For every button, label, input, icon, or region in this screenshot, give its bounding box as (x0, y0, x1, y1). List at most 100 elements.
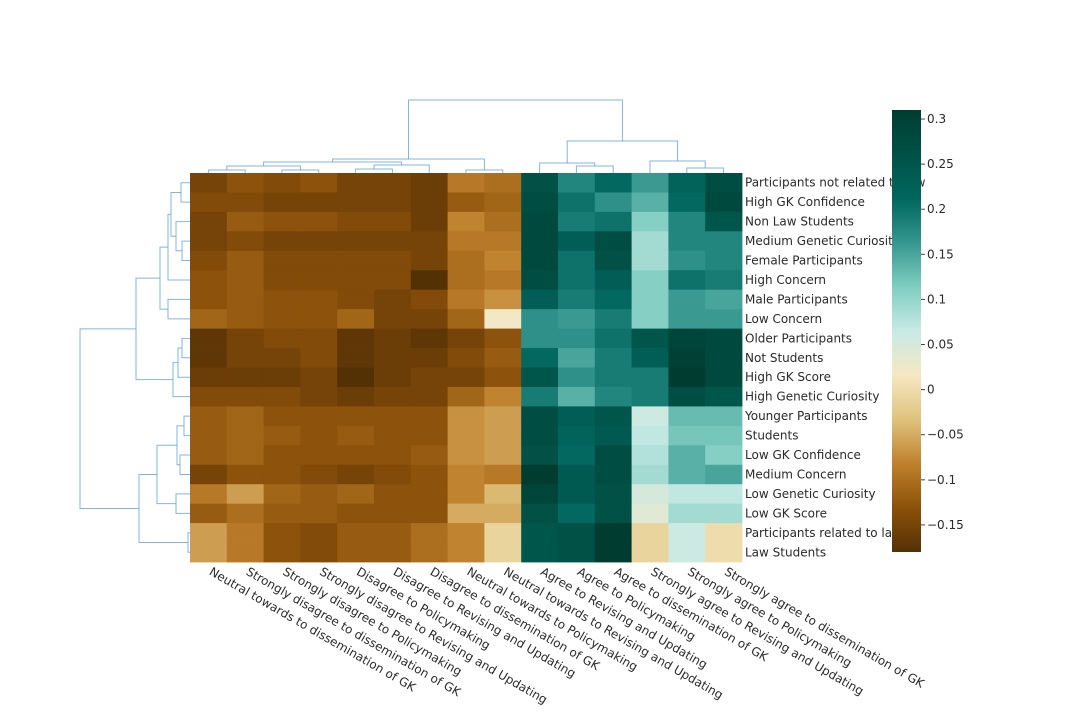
row-label: Law Students (745, 545, 826, 559)
colorbar-tick-label: −0.1 (927, 473, 956, 487)
heatmap-cell (300, 309, 338, 329)
heatmap-cell (668, 503, 706, 524)
heatmap-cell (558, 309, 596, 329)
heatmap-cell (374, 348, 412, 368)
heatmap-cell (447, 367, 485, 388)
heatmap-cell (337, 406, 375, 427)
heatmap-cell (558, 348, 596, 368)
heatmap-cell (374, 464, 412, 485)
heatmap-cell (705, 445, 743, 466)
heatmap-cell (594, 270, 632, 291)
row-label: Non Law Students (745, 215, 854, 229)
heatmap-cell (705, 348, 743, 368)
heatmap-cell (410, 211, 448, 232)
dendrogram-link (465, 169, 504, 173)
heatmap-cell (410, 484, 448, 505)
heatmap-cell (594, 386, 632, 407)
heatmap-cell (263, 523, 301, 543)
heatmap-cell (521, 367, 559, 388)
heatmap-cell (521, 386, 559, 407)
heatmap-cell (631, 309, 669, 329)
heatmap-cell (447, 348, 485, 368)
heatmap-cell (226, 367, 264, 388)
heatmap-cell (631, 445, 669, 466)
dendrogram-link (156, 444, 177, 505)
heatmap-cell (447, 270, 485, 291)
heatmap-cell (337, 270, 375, 291)
heatmap-cell (447, 445, 485, 466)
heatmap-cell (705, 367, 743, 388)
heatmap-cell (226, 270, 264, 291)
heatmap-cell (668, 425, 706, 446)
heatmap-cell (631, 542, 669, 563)
heatmap-cell (668, 309, 706, 329)
heatmap-cell (594, 445, 632, 466)
heatmap-cell (484, 523, 522, 543)
heatmap-cell (484, 542, 522, 563)
heatmap-cell (300, 425, 338, 446)
heatmap-cell (410, 289, 448, 310)
heatmap-cell (374, 503, 412, 524)
row-label: Younger Participants (744, 409, 868, 423)
heatmap-cell (631, 289, 669, 310)
heatmap-cell (594, 309, 632, 329)
heatmap-cell (484, 367, 522, 388)
heatmap-cell (337, 464, 375, 485)
heatmap-cell (226, 386, 264, 407)
heatmap-cell (337, 503, 375, 524)
heatmap-cell (226, 250, 264, 271)
heatmap-cell (337, 386, 375, 407)
row-dendrogram (79, 182, 190, 553)
colorbar-tick-label: 0.25 (927, 157, 954, 171)
heatmap-cell (190, 173, 228, 193)
heatmap-cell (337, 231, 375, 252)
heatmap-cell (521, 231, 559, 252)
heatmap-cell (226, 406, 264, 427)
dendrogram-link (207, 169, 246, 173)
heatmap-cell (374, 328, 412, 349)
dendrogram-link (175, 221, 190, 252)
heatmap-cell (558, 464, 596, 485)
heatmap-cell (668, 211, 706, 232)
heatmap-cell (558, 484, 596, 505)
heatmap-cell (521, 542, 559, 563)
heatmap-cell (190, 386, 228, 407)
heatmap-cell (631, 250, 669, 271)
dendrogram-link (566, 140, 679, 163)
heatmap-cell (484, 211, 522, 232)
heatmap-cell (484, 348, 522, 368)
heatmap-cell (631, 484, 669, 505)
heatmap-cell (594, 328, 632, 349)
heatmap-cell (190, 192, 228, 213)
heatmap-cell (705, 270, 743, 291)
heatmap-cell (374, 445, 412, 466)
heatmap-cell (558, 289, 596, 310)
heatmap-cell (263, 211, 301, 232)
row-label: Medium Genetic Curiosity (745, 234, 900, 248)
heatmap-cell (226, 503, 264, 524)
heatmap-cell (705, 231, 743, 252)
heatmap-cell (521, 328, 559, 349)
heatmap-cell (263, 445, 301, 466)
heatmap-cell (263, 309, 301, 329)
heatmap-cell (374, 484, 412, 505)
heatmap-cell (631, 523, 669, 543)
heatmap-cell (226, 445, 264, 466)
heatmap-cell (484, 192, 522, 213)
heatmap-cell (558, 367, 596, 388)
row-label: Not Students (745, 351, 823, 365)
heatmap-cell (190, 211, 228, 232)
heatmap-cell (226, 328, 264, 349)
heatmap-cell (484, 464, 522, 485)
heatmap-cell (668, 192, 706, 213)
dendrogram-link (135, 277, 173, 381)
heatmap-cell (631, 464, 669, 485)
heatmap-cell (374, 192, 412, 213)
heatmap-cell (263, 173, 301, 193)
heatmap-cell (337, 445, 375, 466)
heatmap-cell (190, 542, 228, 563)
column-dendrogram (207, 99, 725, 173)
heatmap-cell (300, 270, 338, 291)
heatmap-cell (410, 231, 448, 252)
